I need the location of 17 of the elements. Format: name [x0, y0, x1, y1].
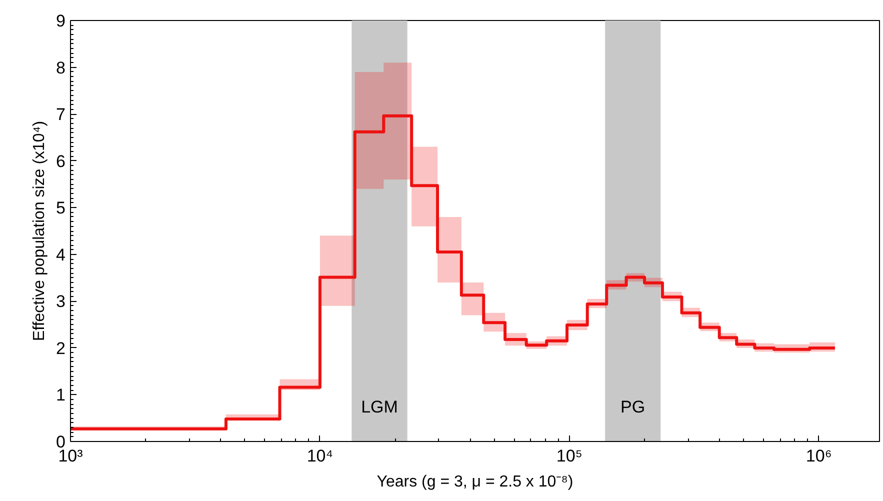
y-tick-label: 8 [56, 58, 66, 78]
y-tick-label: 9 [56, 12, 66, 30]
y-tick-label: 6 [56, 152, 66, 171]
y-tick-label: 3 [56, 292, 66, 312]
x-tick-label: 10⁴ [306, 446, 334, 466]
x-tick-label: 10⁶ [806, 446, 832, 466]
y-tick-label: 1 [56, 386, 66, 405]
y-tick-label: 5 [56, 198, 66, 218]
x-tick-label: 10³ [58, 446, 84, 466]
x-axis-title: Years (g = 3, μ = 2.5 x 10⁻⁸) [376, 474, 574, 490]
y-tick-label: 7 [56, 105, 66, 124]
y-tick-label: 4 [56, 245, 66, 264]
band-label: PG [620, 398, 646, 416]
x-tick-label: 10⁵ [556, 446, 582, 466]
y-axis-title: Effective population size (x10⁴) [31, 120, 48, 342]
y-tick-label: 2 [56, 338, 66, 358]
band-label: LGM [361, 398, 398, 416]
